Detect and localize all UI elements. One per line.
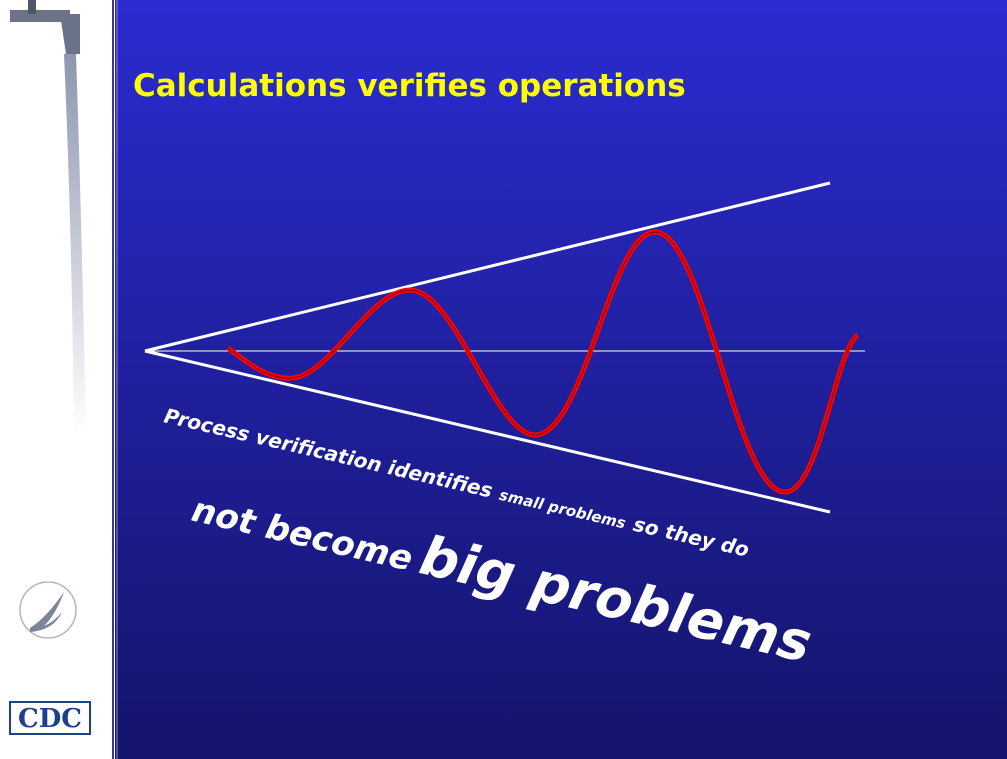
slide-title: Calculations verifies operations [133, 68, 686, 104]
cdc-logo: CDC [10, 702, 90, 734]
slide-background [115, 0, 1007, 759]
slide: CDC Calculations verifies operations Pro… [0, 0, 1007, 759]
logo-text: CDC [18, 704, 82, 734]
